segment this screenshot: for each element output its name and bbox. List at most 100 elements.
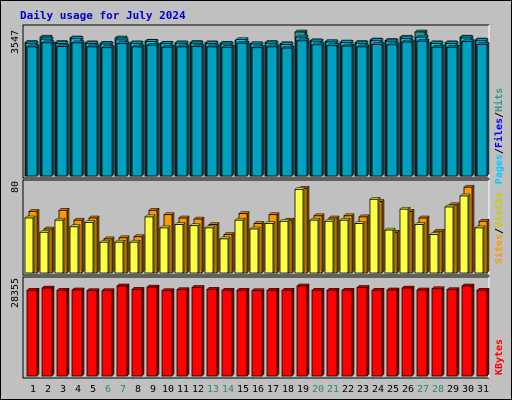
bar-kbytes [86, 288, 100, 377]
bar-kbytes [326, 287, 340, 377]
day-label: 6 [105, 384, 111, 395]
bar-kbytes [386, 287, 400, 377]
bar-visits [459, 193, 471, 274]
bar-kbytes-face [446, 289, 458, 377]
bar-pages-face [266, 46, 278, 177]
bar-visits [444, 204, 456, 274]
bar-pages [191, 43, 205, 177]
day-label: 28 [432, 384, 444, 395]
bar-visits [204, 225, 216, 274]
bar-kbytes [446, 287, 460, 377]
bar-visits [114, 239, 126, 274]
legend-visits-sites: Sites/Visits [493, 192, 505, 264]
bar-kbytes [371, 287, 385, 377]
kbytes-max-label: 28355 [10, 278, 21, 308]
bar-pages [401, 39, 415, 177]
bar-pages [446, 44, 460, 177]
bar-pages [236, 40, 250, 177]
bar-pages [386, 42, 400, 177]
day-label: 30 [462, 384, 474, 395]
bar-visits [234, 217, 246, 274]
bar-kbytes-face [401, 287, 413, 377]
bar-pages-face [41, 42, 53, 177]
day-label: 5 [90, 384, 96, 395]
bar-pages [101, 45, 115, 177]
bar-pages [311, 42, 325, 177]
bar-kbytes [26, 287, 40, 377]
legend-pages: Pages [494, 154, 505, 184]
bar-kbytes [176, 287, 190, 377]
bar-visits-face [39, 231, 49, 274]
bar-kbytes-face [221, 289, 233, 377]
bar-kbytes-face [206, 288, 218, 377]
bar-pages [356, 44, 370, 177]
day-label: 12 [192, 384, 204, 395]
bar-visits [144, 214, 156, 274]
bar-pages [116, 41, 130, 177]
bar-visits [99, 239, 111, 274]
day-label: 16 [252, 384, 264, 395]
day-label: 7 [120, 384, 126, 395]
bar-visits [159, 225, 171, 274]
bar-pages-face [161, 46, 173, 177]
hits-bars [24, 29, 490, 177]
bar-pages-face [71, 42, 83, 177]
visits-bars [24, 184, 490, 274]
bar-pages-face [236, 42, 248, 177]
bar-pages-face [371, 44, 383, 177]
bar-pages-face [356, 46, 368, 177]
bar-pages-face [116, 43, 128, 177]
bar-visits [294, 186, 306, 274]
day-label: 11 [177, 384, 189, 395]
day-label: 1 [30, 384, 36, 395]
bar-kbytes-face [146, 286, 158, 377]
day-label: 27 [417, 384, 429, 395]
bar-kbytes-face [86, 290, 98, 377]
bar-visits [474, 225, 486, 274]
bar-visits [384, 227, 396, 274]
bar-visits-face [324, 220, 334, 274]
bar-visits-face [84, 221, 94, 274]
bar-pages-face [131, 46, 143, 177]
bar-pages [131, 44, 145, 177]
bar-pages-face [446, 46, 458, 177]
bar-pages [251, 45, 265, 177]
day-label: 19 [297, 384, 309, 395]
bar-pages-face [311, 44, 323, 177]
bar-kbytes-face [386, 289, 398, 377]
bar-visits-face [114, 241, 124, 274]
bar-visits [279, 218, 291, 274]
bar-pages-face [341, 45, 353, 177]
bar-pages-face [146, 44, 158, 177]
bar-kbytes [116, 283, 130, 377]
bar-visits [339, 217, 351, 274]
bar-kbytes-face [251, 290, 263, 377]
bar-kbytes [281, 287, 295, 377]
legend-hits-files-pages: Pages/Files/Hits [493, 88, 505, 184]
bar-visits-face [444, 206, 454, 274]
bar-pages [371, 41, 385, 177]
bar-visits [264, 220, 276, 274]
bar-kbytes-face [236, 289, 248, 377]
bar-visits-face [249, 228, 259, 274]
day-label: 15 [237, 384, 249, 395]
visits-max-label: 80 [10, 181, 21, 193]
bar-pages [281, 45, 295, 177]
day-label: 18 [282, 384, 294, 395]
bar-visits-face [234, 219, 244, 274]
bar-kbytes-face [311, 289, 323, 377]
bar-pages [26, 44, 40, 177]
bar-pages [296, 38, 310, 177]
day-label: 20 [312, 384, 324, 395]
bar-visits [414, 221, 426, 274]
bar-visits [309, 217, 321, 274]
bar-kbytes [131, 286, 145, 377]
bar-visits [24, 215, 36, 274]
bar-pages [206, 44, 220, 177]
bar-kbytes [236, 287, 250, 377]
bar-pages-face [416, 40, 428, 177]
bar-kbytes-face [56, 289, 68, 377]
day-label: 23 [357, 384, 369, 395]
day-label: 29 [447, 384, 459, 395]
legend-kbytes: KBytes [494, 339, 505, 375]
